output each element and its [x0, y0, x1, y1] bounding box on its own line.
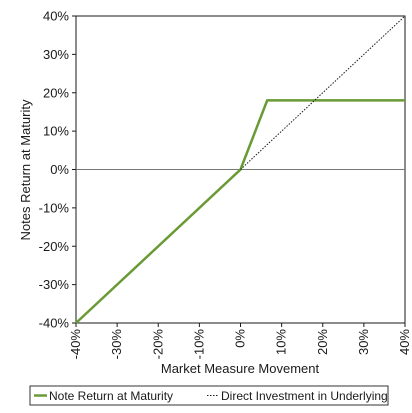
x-tick-label: 10% — [274, 329, 289, 355]
y-tick-label: -20% — [39, 239, 70, 254]
legend: Note Return at Maturity Direct Investmen… — [29, 385, 389, 406]
x-tick-label: 0% — [233, 329, 248, 348]
note-return-line — [75, 99, 405, 324]
x-axis-title: Market Measure Movement — [161, 361, 320, 376]
x-tick-label: -10% — [191, 329, 206, 360]
y-tick-label: 40% — [43, 9, 69, 24]
y-tick-label: 30% — [43, 47, 69, 62]
x-tick-label: 20% — [315, 329, 330, 355]
y-tick-label: -40% — [39, 316, 70, 331]
plot-area: -40% -30% -20% -10% 0% 10% 20% 30% 40% -40% -30% -2… — [39, 9, 412, 360]
y-tick-label: 20% — [43, 85, 69, 100]
x-tick-label: -40% — [68, 329, 83, 360]
direct-investment-line — [240, 15, 406, 170]
legend-direct-label: Direct Investment in Underlying — [221, 389, 388, 403]
x-tick-label: 30% — [356, 329, 371, 355]
y-axis-title: Notes Return at Maturity — [18, 99, 33, 240]
y-tick-label: 10% — [43, 124, 69, 139]
legend-box — [29, 385, 389, 406]
y-tick-label: 0% — [50, 162, 69, 177]
x-tick-label: -30% — [109, 329, 124, 360]
y-tick-label: -30% — [39, 277, 70, 292]
legend-note-label: Note Return at Maturity — [49, 389, 173, 403]
x-tick-label: 40% — [397, 329, 412, 355]
x-tick-label: -20% — [150, 329, 165, 360]
y-tick-label: -10% — [39, 200, 70, 215]
